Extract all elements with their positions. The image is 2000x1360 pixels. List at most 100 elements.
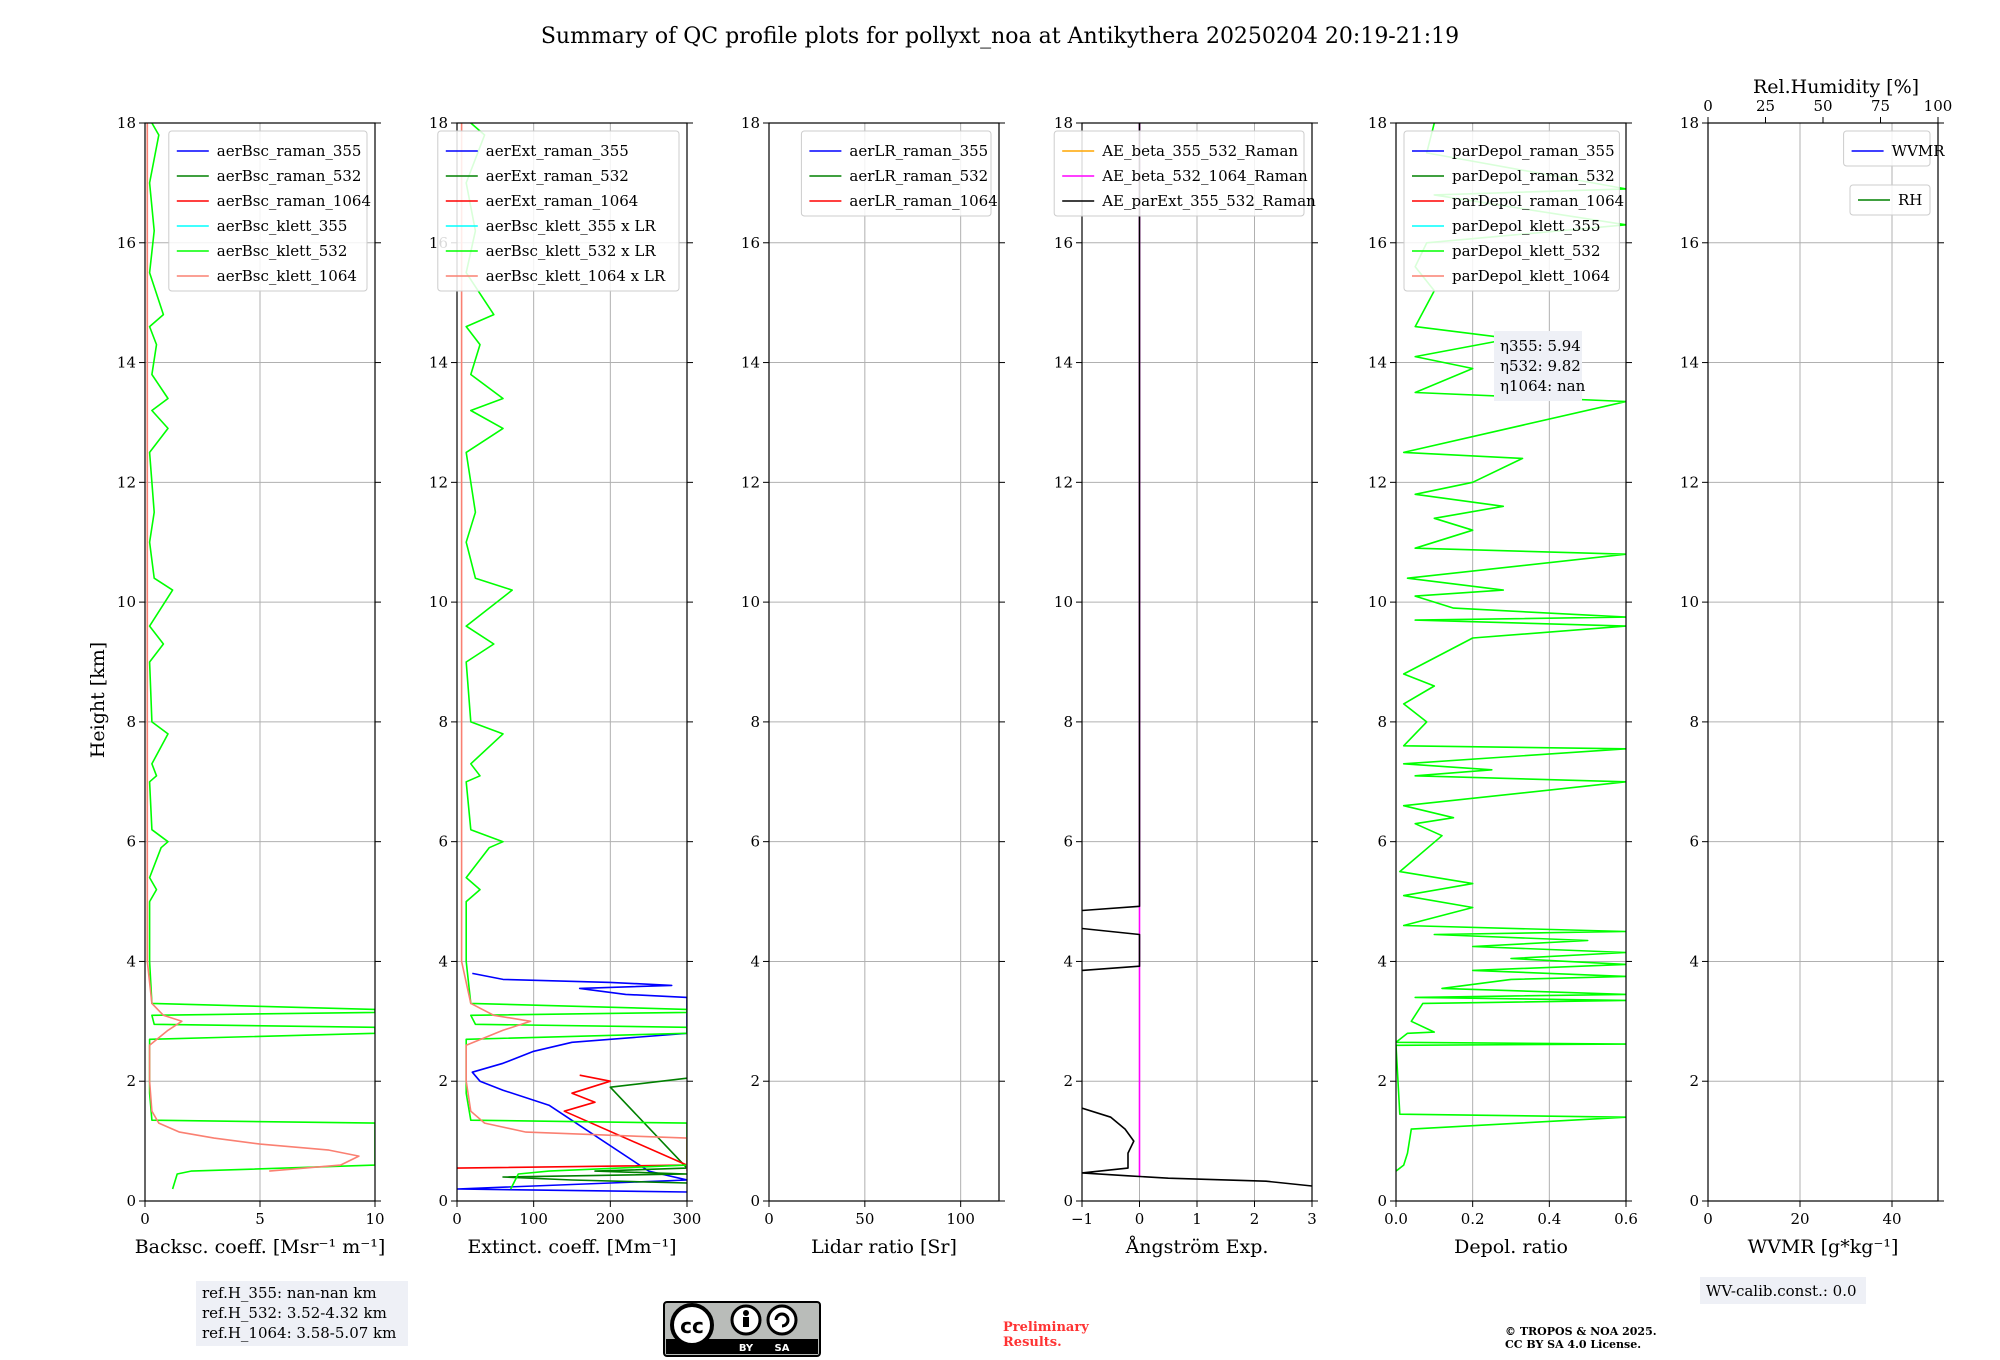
y-tick-label: 18 (117, 114, 136, 132)
y-tick-label: 14 (1680, 354, 1699, 372)
legend-entry: aerBsc_klett_532 (217, 242, 348, 260)
x-tick-label: 0 (452, 1210, 462, 1228)
y-tick-label: 10 (117, 593, 136, 611)
y-tick-label: 12 (741, 473, 760, 491)
y-tick-label: 12 (1368, 473, 1387, 491)
legend-frame (1053, 130, 1305, 217)
rh-tick-label: 100 (1924, 97, 1953, 115)
y-tick-label: 18 (741, 114, 760, 132)
legend-entry: WVMR (1892, 142, 1946, 160)
y-tick-label: 12 (429, 473, 448, 491)
series-line-4-3 (1082, 123, 1312, 1187)
x-axis-label: Extinct. coeff. [Mm⁻¹] (467, 1236, 676, 1258)
x-tick-label: 0 (764, 1210, 774, 1228)
y-tick-label: 2 (438, 1072, 448, 1090)
legend-frame (168, 130, 368, 292)
y-tick-label: 8 (1063, 713, 1073, 731)
y-tick-label: 8 (126, 713, 136, 731)
legend-entry: aerBsc_klett_355 (217, 217, 348, 235)
x-tick-label: 5 (255, 1210, 265, 1228)
legend-entry: aerBsc_klett_355 x LR (486, 217, 657, 235)
figure-title: Summary of QC profile plots for pollyxt_… (541, 24, 1459, 49)
x-tick-label: 40 (1882, 1210, 1901, 1228)
legend: AE_beta_355_532_Raman AE_beta_532_1064_Ra… (1053, 130, 1316, 217)
y-tick-label: 6 (750, 833, 760, 851)
rh-tick-label: 50 (1813, 97, 1832, 115)
y-axis-label: Height [km] (87, 642, 109, 758)
x-tick-label: 100 (519, 1210, 548, 1228)
legend-frame (437, 130, 680, 292)
legend-entry: parDepol_raman_355 (1452, 142, 1615, 160)
x-tick-label: 0 (1135, 1210, 1145, 1228)
x-tick-label: 20 (1790, 1210, 1809, 1228)
x-axis-label: Lidar ratio [Sr] (811, 1236, 957, 1258)
axes-frame (1707, 122, 1939, 1202)
axes-frame (768, 122, 1000, 1202)
axes-frame (1395, 122, 1627, 1202)
legend-entry: aerBsc_raman_355 (217, 142, 362, 160)
y-tick-label: 6 (1063, 833, 1073, 851)
x-axis-label: WVMR [g*kg⁻¹] (1748, 1236, 1899, 1258)
y-tick-label: 0 (1689, 1192, 1699, 1210)
y-tick-label: 14 (741, 354, 760, 372)
y-tick-label: 12 (1054, 473, 1073, 491)
x-tick-label: 10 (365, 1210, 384, 1228)
legend: aerLR_raman_355 aerLR_raman_532 aerLR_rama… (800, 130, 998, 217)
legend-entry: AE_beta_532_1064_Raman (1101, 167, 1308, 185)
preliminary-line-1: Preliminary (1003, 1320, 1089, 1335)
legend-entry: parDepol_klett_355 (1452, 217, 1601, 235)
legend-entry: RH (1898, 191, 1922, 209)
y-tick-label: 4 (126, 952, 136, 970)
y-tick-label: 4 (1377, 952, 1387, 970)
y-tick-label: 8 (750, 713, 760, 731)
y-tick-label: 10 (1368, 593, 1387, 611)
sa-icon (766, 1304, 798, 1336)
eta-box (1494, 331, 1582, 401)
y-tick-label: 10 (1680, 593, 1699, 611)
x-tick-label: 0 (140, 1210, 150, 1228)
y-tick-label: 0 (750, 1192, 760, 1210)
panel-5: 0.0 0.2 0.4 0.6 0 2 4 6 8 10 12 14 16 18 Depol. ratio p… (1368, 114, 1638, 1258)
wv-calib: WV-calib.const.: 0.0 (1706, 1282, 1857, 1300)
y-tick-label: 6 (438, 833, 448, 851)
x-tick-label: 0 (1703, 1210, 1713, 1228)
legend: aerBsc_raman_355 aerBsc_raman_532 aerBsc_r… (168, 130, 371, 292)
x-tick-label: 0.0 (1384, 1210, 1408, 1228)
y-tick-label: 18 (429, 114, 448, 132)
legend-entry: parDepol_klett_1064 (1452, 267, 1610, 285)
panel-2: 0100200300024681012141618Extinct. coeff.… (429, 114, 701, 1258)
y-tick-label: 0 (1063, 1192, 1073, 1210)
panel-6: 0 20 40 0 2 4 6 8 10 12 14 16 18 WVMR [g*kg⁻¹] WVMR RH (1680, 114, 1945, 1258)
legend-entry: aerBsc_klett_1064 (217, 267, 357, 285)
by-text: BY (739, 1343, 754, 1354)
y-tick-label: 12 (117, 473, 136, 491)
y-tick-label: 18 (1680, 114, 1699, 132)
y-tick-label: 16 (117, 234, 136, 252)
legend-frame (1843, 130, 1931, 167)
y-tick-label: 0 (438, 1192, 448, 1210)
x-tick-label: 300 (673, 1210, 702, 1228)
sa-text: SA (775, 1343, 790, 1354)
legend-entry: parDepol_raman_532 (1452, 167, 1615, 185)
series-line-2-5 (465, 123, 687, 1190)
cc-icon (670, 1303, 714, 1347)
y-tick-label: 2 (126, 1072, 136, 1090)
x-tick-label: 0.4 (1537, 1210, 1561, 1228)
x-tick-label: −1 (1071, 1210, 1093, 1228)
legend-frame (800, 130, 992, 217)
y-tick-label: 2 (1689, 1072, 1699, 1090)
x-tick-label: 50 (855, 1210, 874, 1228)
x-axis-label: Ångström Exp. (1125, 1236, 1269, 1258)
legend-entry: AE_beta_355_532_Raman (1101, 142, 1298, 160)
wv-calib-box (1700, 1277, 1866, 1304)
eta-1064: η1064: nan (1500, 377, 1586, 395)
y-tick-label: 16 (741, 234, 760, 252)
axes-frame (456, 122, 688, 1202)
rh-top-axis: 0 25 50 75 100 (1703, 97, 1952, 123)
y-tick-label: 14 (1054, 354, 1073, 372)
y-tick-label: 0 (1377, 1192, 1387, 1210)
legend-rh: RH (1849, 184, 1931, 216)
ref-height-355: ref.H_355: nan-nan km (202, 1284, 377, 1302)
